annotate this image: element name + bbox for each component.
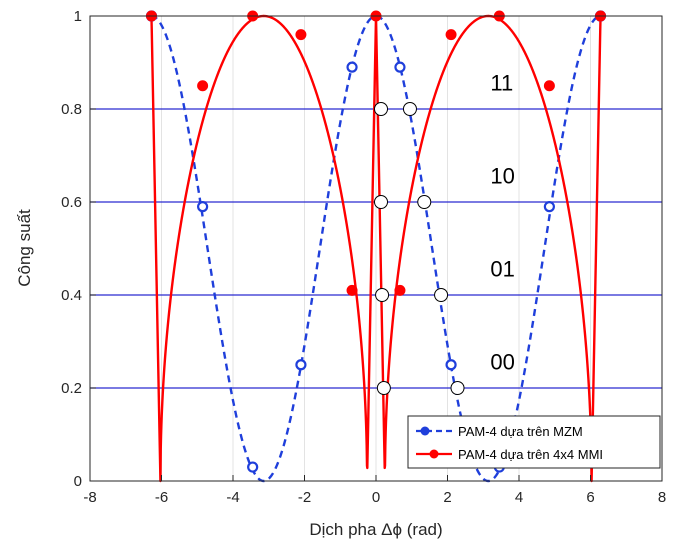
- series-line-0: [149, 14, 603, 483]
- legend-mzm-label: PAM-4 dựa trên MZM: [458, 424, 583, 439]
- mmi-marker: [197, 80, 209, 92]
- decision-marker: [417, 195, 432, 209]
- mmi-marker: [445, 29, 457, 41]
- decision-marker: [376, 381, 391, 395]
- y-tick-label: 0.2: [61, 380, 82, 397]
- level-label: 01: [490, 256, 514, 281]
- mzm-marker: [295, 359, 307, 371]
- decision-marker: [450, 381, 465, 395]
- mmi-marker: [295, 29, 307, 41]
- mmi-marker: [346, 284, 358, 296]
- x-tick-label: 8: [658, 489, 666, 506]
- x-tick-label: -6: [155, 489, 168, 506]
- mzm-marker: [346, 61, 358, 73]
- x-tick-label: -2: [298, 489, 311, 506]
- level-label: 00: [490, 349, 514, 374]
- y-tick-label: 0.4: [61, 287, 82, 304]
- level-labels: 11 10 01 00: [490, 70, 514, 374]
- y-axis-title: Công suất: [15, 209, 34, 287]
- mzm-marker: [543, 201, 555, 213]
- level-label: 10: [490, 163, 514, 188]
- decision-marker: [402, 102, 417, 116]
- legend: PAM-4 dựa trên MZM PAM-4 dựa trên 4x4 MM…: [407, 415, 661, 469]
- legend-mmi-label: PAM-4 dựa trên 4x4 MMI: [458, 447, 603, 462]
- mmi-marker: [543, 80, 555, 92]
- decision-marker: [374, 195, 389, 209]
- x-tick-label: 0: [372, 489, 380, 506]
- legend-mzm-marker: [420, 426, 430, 436]
- x-tick-label: 6: [586, 489, 594, 506]
- x-tick-label: 2: [443, 489, 451, 506]
- decision-marker: [434, 288, 449, 302]
- legend-mmi-marker: [429, 449, 439, 459]
- y-tick-label: 0: [74, 473, 82, 490]
- x-tick-label: 4: [515, 489, 523, 506]
- decision-marker: [375, 288, 390, 302]
- level-label: 11: [490, 70, 513, 95]
- legend-box: [407, 415, 661, 469]
- y-tick-label: 0.8: [61, 101, 82, 118]
- mzm-marker: [445, 359, 457, 371]
- y-tick-label: 1: [74, 8, 82, 25]
- mzm-marker: [247, 461, 259, 473]
- x-axis-title: Dịch pha Δϕ (rad): [309, 520, 442, 539]
- x-tick-label: -4: [226, 489, 239, 506]
- ticks: -8 -6 -4 -2 0 2 4 6 8 0 0.2 0.4 0.6 0.8 1: [61, 8, 666, 506]
- decision-marker: [374, 102, 389, 116]
- mzm-marker: [394, 61, 406, 73]
- x-tick-label: -8: [83, 489, 96, 506]
- mmi-marker: [394, 284, 406, 296]
- mzm-marker: [197, 201, 209, 213]
- y-tick-label: 0.6: [61, 194, 82, 211]
